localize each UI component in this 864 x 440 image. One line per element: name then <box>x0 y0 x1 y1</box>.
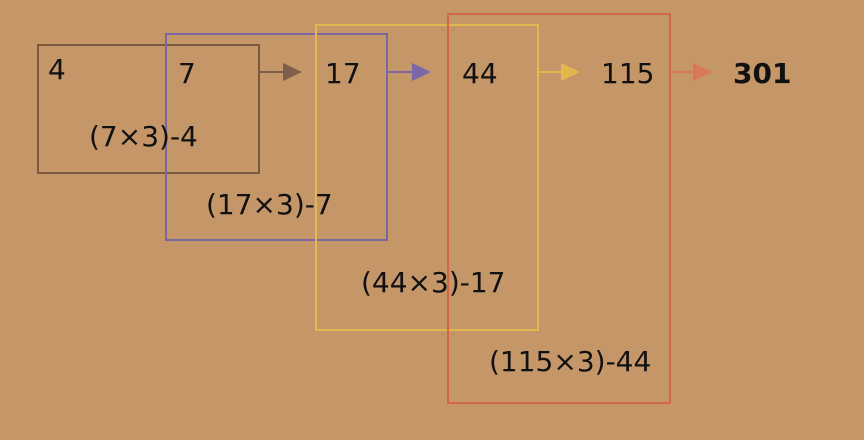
formula-1: (7×3)-4 <box>89 120 198 153</box>
group-box-4 <box>447 13 671 404</box>
arrow-1-head <box>283 63 302 81</box>
group-box-1 <box>37 44 260 174</box>
arrow-3 <box>538 63 580 81</box>
formula-3: (44×3)-17 <box>361 266 505 299</box>
term-1: 4 <box>48 53 66 86</box>
result-value: 301 <box>733 57 791 90</box>
arrow-4 <box>670 63 712 81</box>
formula-4: (115×3)-44 <box>489 345 651 378</box>
arrow-3-head <box>561 63 580 81</box>
term-5: 115 <box>601 57 654 90</box>
term-4: 44 <box>462 57 498 90</box>
arrow-2 <box>387 63 431 81</box>
term-3: 17 <box>325 57 361 90</box>
formula-2: (17×3)-7 <box>206 188 333 221</box>
arrow-2-head <box>412 63 431 81</box>
group-box-3 <box>315 24 539 331</box>
arrow-4-head <box>693 63 712 81</box>
arrow-1 <box>259 63 302 81</box>
term-2: 7 <box>178 57 196 90</box>
group-box-2 <box>165 33 388 241</box>
